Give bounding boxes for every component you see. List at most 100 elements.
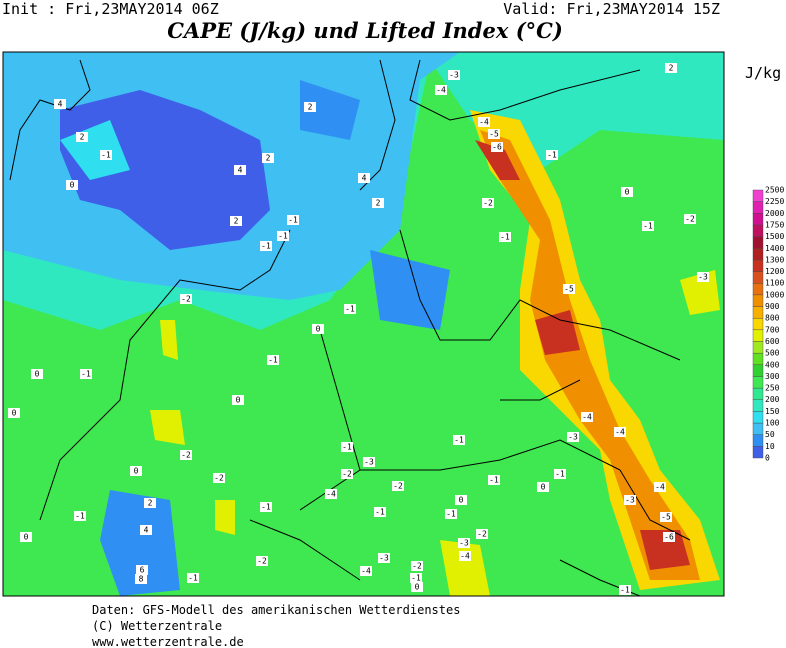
contour-label: -1 [411,574,421,583]
contour-label: 0 [415,583,420,592]
colorbar-cell [752,306,764,319]
contour-label-box [374,507,386,517]
contour-label-box [378,553,390,563]
contour-label-box [411,582,423,592]
contour-label: -5 [564,285,574,294]
colorbar-cell [752,213,764,226]
contour-label: -1 [446,510,456,519]
contour-label: -1 [342,443,352,452]
contour-label-box [499,232,511,242]
colorbar-label: 1000 [765,290,784,299]
contour-label: -1 [261,242,271,251]
colorbar-cell [752,317,764,331]
contour-label: -2 [257,557,267,566]
contour-label-box [476,529,488,539]
contour-label: -1 [261,503,271,512]
contour-label-box [697,272,709,282]
contour-label-box [130,466,142,476]
contour-label-box [312,324,324,334]
contour-label: -1 [75,512,85,521]
contour-label: 2 [266,154,271,163]
contour-label-box [663,532,675,542]
contour-label-box [488,475,500,485]
contour-label: -4 [655,483,665,492]
contour-label: -1 [81,370,91,379]
colorbar-label: 0 [765,454,770,463]
footer-line: Daten: GFS-Modell des amerikanischen Wet… [92,603,460,617]
contour-label-box [260,502,272,512]
contour-label: -4 [326,490,336,499]
contour-label-box [140,525,152,535]
contour-label-box [453,435,465,445]
footer-line: www.wetterzentrale.de [92,635,244,648]
contour-label-box [445,509,457,519]
valid-time: Valid: Fri,23MAY2014 15Z [503,0,720,18]
contour-label: 0 [236,396,241,405]
contour-label: -1 [288,216,298,225]
colorbar-cell [752,294,764,307]
title: CAPE (J/kg) und Lifted Index (°C) [167,18,563,43]
contour-label-box [458,538,470,548]
contour-label: -1 [500,233,510,242]
contour-label: 0 [12,409,17,418]
contour-label: 2 [669,64,674,73]
colorbar-label: 250 [765,384,780,393]
colorbar-cell [752,434,764,447]
contour-label: -2 [181,451,191,460]
contour-label-box [684,214,696,224]
contour-label: -3 [625,496,635,505]
contour-label: -4 [615,428,625,437]
contour-label: -4 [436,86,446,95]
colorbar-label: 200 [765,395,780,404]
colorbar-cell [752,329,764,342]
colorbar-label: 150 [765,407,780,416]
contour-label: -3 [698,273,708,282]
colorbar-cell [752,236,764,249]
colorbar-cell [752,364,764,377]
contour-label: -1 [268,356,278,365]
contour-label-box [654,482,666,492]
colorbar-label: 700 [765,325,780,334]
colorbar-label: 900 [765,302,780,311]
contour-label-box [180,450,192,460]
contour-labels: 42-10224242-1-1-1-3-4-4-5-6-120-2-1-1-2-… [8,63,709,595]
colorbar-cell [752,271,764,284]
contour-label-box [20,532,32,542]
contour-label-box [76,132,88,142]
colorbar-label: 1300 [765,255,784,264]
contour-label: 0 [316,325,321,334]
contour-label-box [563,284,575,294]
contour-label-box [554,469,566,479]
contour-label: 4 [238,166,243,175]
contour-label-box [230,216,242,226]
contour-label: 0 [459,496,464,505]
contour-label: -1 [620,586,630,595]
contour-label-box [66,180,78,190]
contour-label-box [392,481,404,491]
colorbar-label: 300 [765,372,780,381]
contour-label-box [287,215,299,225]
colorbar-cell [752,352,764,365]
contour-label-box [256,556,268,566]
colorbar-cell [752,376,764,389]
contour-label: -1 [101,151,111,160]
contour-label-box [80,369,92,379]
colorbar-cell [752,248,764,261]
contour-label: 2 [308,103,313,112]
contour-label: 8 [139,575,144,584]
contour-label-box [358,173,370,183]
contour-label-box [260,241,272,251]
contour-label-box [482,198,494,208]
colorbar-cell [752,446,764,459]
contour-label: -4 [479,118,489,127]
contour-label: 2 [376,199,381,208]
contour-label-box [448,70,460,80]
field [300,80,360,140]
contour-label-box [624,495,636,505]
contour-label-box [135,574,147,584]
contour-label: -4 [460,552,470,561]
colorbar-label: 1400 [765,244,784,253]
contour-label-box [491,142,503,152]
contour-label: -2 [412,562,422,571]
colorbar-label: 400 [765,360,780,369]
